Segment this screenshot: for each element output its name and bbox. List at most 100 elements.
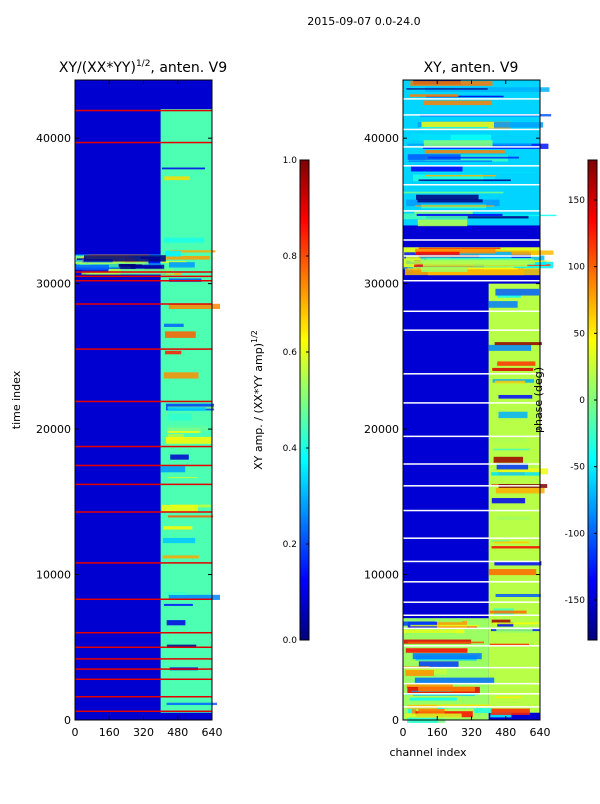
amplitude-texture — [166, 644, 197, 648]
phase-flagged-row — [403, 463, 540, 465]
phase-texture — [418, 686, 475, 692]
phase-colorbar-tick-label: -50 — [570, 463, 585, 473]
phase-texture — [489, 610, 527, 614]
amplitude-texture — [169, 250, 216, 253]
phase-texture — [408, 160, 493, 162]
amplitude-colorbar-tick-label: 1.0 — [283, 156, 298, 166]
phase-colorbar-tick-label: 150 — [568, 196, 585, 206]
amplitude-texture — [168, 303, 221, 310]
phase-texture — [403, 191, 504, 194]
phase-texture — [403, 618, 463, 623]
phase-flagged-row — [403, 310, 540, 313]
phase-texture — [409, 697, 457, 701]
phase-flagged-row — [403, 706, 540, 708]
amplitude-y-tick-label: 20000 — [36, 423, 71, 436]
phase-texture — [406, 682, 453, 689]
phase-flagged-row — [403, 279, 540, 282]
phase-texture — [497, 361, 536, 366]
amplitude-y-tick-label: 30000 — [36, 278, 71, 291]
amplitude-flagged-row — [75, 400, 212, 403]
phase-texture — [403, 621, 436, 626]
phase-texture — [493, 437, 526, 443]
phase-texture — [409, 133, 451, 140]
phase-texture — [420, 267, 518, 270]
phase-flagged-row — [403, 329, 540, 331]
phase-texture — [496, 516, 530, 520]
amplitude-colorbar: 0.0 0.2 0.4 0.6 0.8 1.0 XY amp. / (XX*YY amp)… — [250, 156, 310, 646]
phase-flagged-row — [403, 581, 540, 583]
phase-texture — [414, 205, 495, 207]
amplitude-heatmap-cells — [75, 80, 221, 720]
amplitude-flagged-row — [75, 303, 212, 305]
phase-texture — [491, 546, 540, 549]
phase-texture — [413, 174, 484, 182]
amplitude-colorbar-tick-label: 0.2 — [283, 540, 297, 550]
phase-texture — [407, 641, 485, 644]
phase-texture — [415, 251, 460, 255]
phase-y-tick-label: 10000 — [364, 569, 399, 582]
phase-texture — [497, 622, 514, 627]
phase-texture — [418, 134, 492, 141]
phase-colorbar-tick-label: 0 — [579, 396, 585, 406]
phase-texture — [416, 620, 468, 628]
phase-texture — [426, 215, 529, 219]
amplitude-flagged-row — [75, 141, 212, 144]
phase-region — [403, 618, 489, 720]
amplitude-texture — [160, 261, 187, 263]
phase-texture — [412, 694, 475, 696]
phase-texture — [424, 150, 505, 154]
phase-texture — [410, 624, 481, 627]
phase-flagged-row — [403, 146, 540, 148]
phase-flagged-row — [403, 402, 540, 404]
phase-y-tick-label: 0 — [392, 714, 399, 727]
phase-texture — [404, 713, 462, 718]
phase-texture — [488, 569, 537, 576]
amplitude-texture — [167, 407, 206, 411]
phase-flagged-row — [403, 509, 540, 512]
phase-flagged-row — [403, 128, 540, 131]
amplitude-colorbar-label: XY amp. / (XX*YY amp)1/2 — [250, 330, 265, 470]
phase-texture — [405, 669, 434, 676]
phase-texture — [406, 88, 488, 90]
amplitude-texture — [166, 620, 186, 626]
phase-colorbar-tick-label: 50 — [574, 329, 586, 339]
amplitude-colorbar-ticks: 0.0 0.2 0.4 0.6 0.8 1.0 — [283, 156, 309, 646]
phase-flagged-row — [403, 560, 540, 563]
amplitude-flagged-row — [75, 695, 212, 698]
phase-texture — [418, 661, 459, 668]
amplitude-texture — [164, 176, 190, 181]
phase-flagged-row — [403, 165, 540, 167]
phase-flagged-row — [403, 627, 540, 630]
phase-colorbar: phase (deg) -150 -100 -50 0 50 100 150 — [532, 159, 598, 641]
amplitude-flagged-row — [75, 668, 212, 670]
phase-texture — [492, 367, 534, 372]
amplitude-texture — [170, 454, 189, 460]
phase-texture — [425, 95, 504, 98]
phase-texture — [494, 342, 542, 346]
phase-x-tick-label: 320 — [461, 726, 482, 739]
amplitude-texture — [165, 592, 186, 595]
phase-texture — [412, 653, 482, 660]
amplitude-texture — [161, 167, 205, 170]
phase-texture — [427, 156, 519, 159]
phase-flagged-row — [403, 614, 540, 617]
amplitude-flagged-row — [75, 109, 212, 112]
amplitude-colorbar-tick-label: 0.6 — [283, 348, 298, 358]
phase-flagged-row — [403, 693, 540, 695]
phase-heatmap-cells — [403, 80, 557, 723]
phase-texture — [495, 487, 545, 494]
phase-y-tick-label: 20000 — [364, 423, 399, 436]
phase-texture — [409, 94, 459, 97]
amplitude-texture — [163, 237, 204, 243]
phase-texture — [488, 344, 532, 351]
amplitude-texture — [83, 255, 166, 262]
figure-title: 2015-09-07 0.0-24.0 — [307, 15, 420, 28]
amplitude-texture — [160, 466, 186, 473]
phase-flagged-row — [403, 183, 540, 186]
phase-texture — [493, 541, 530, 544]
phase-flagged-row — [403, 210, 540, 212]
amplitude-texture — [162, 537, 196, 544]
amplitude-x-tick-label: 480 — [167, 726, 188, 739]
amplitude-flagged-row — [75, 271, 212, 273]
phase-texture — [423, 100, 492, 106]
